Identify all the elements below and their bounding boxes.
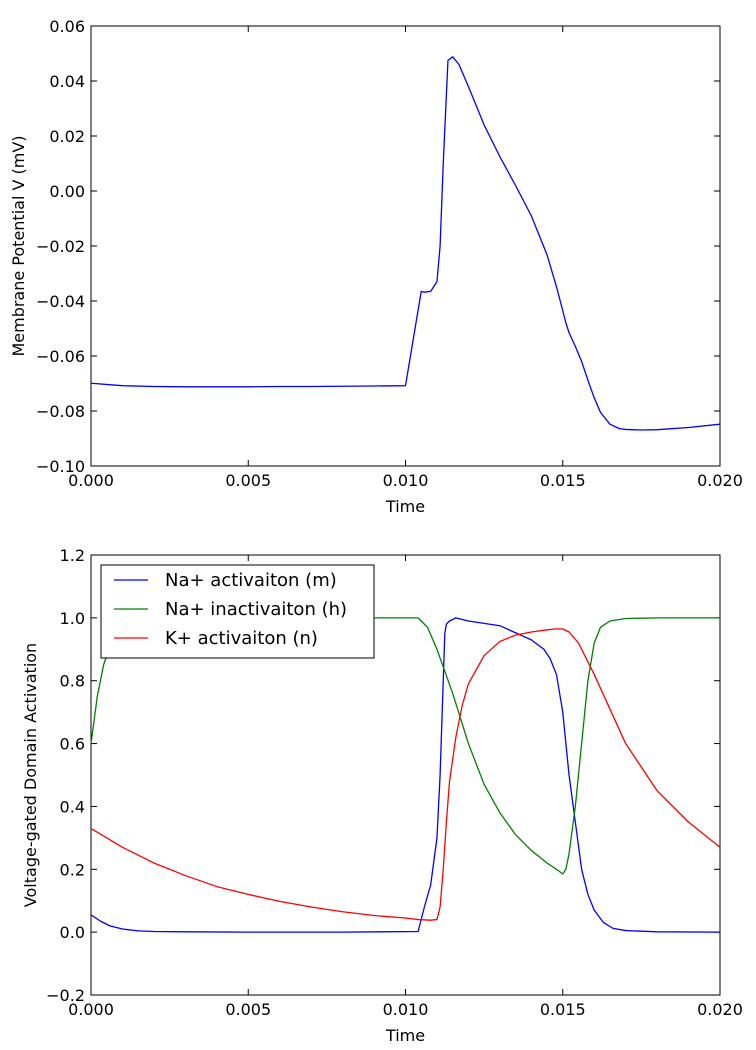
axis-ticks: 0.000 0.005 0.010 0.015 0.020 −0.2 0.0 0.2 0.4 0.… (46, 546, 743, 1019)
y-tick-label: 0.02 (49, 127, 85, 146)
y-tick-label: 1.2 (60, 546, 85, 565)
x-tick-label: 0.000 (68, 1000, 114, 1019)
y-tick-label: 0.00 (49, 182, 85, 201)
y-tick-label: 0.04 (49, 72, 85, 91)
x-tick-label: 0.010 (383, 1000, 429, 1019)
y-axis-label: Voltage-gated Domain Activation (21, 643, 40, 907)
y-axis-label: Membrane Potential V (mV) (9, 135, 28, 356)
series-line-0 (90, 617, 721, 933)
y-tick-label: 0.6 (60, 735, 85, 754)
chart-membrane-potential: 0.000 0.005 0.010 0.015 0.020 −0.10 −0.08 −0.06… (9, 17, 743, 516)
y-tick-label: 0.2 (60, 860, 85, 879)
chart-domain-activation: 0.000 0.005 0.010 0.015 0.020 −0.2 0.0 0.2 0.4 0.… (21, 546, 743, 1045)
y-tick-label: 0.4 (60, 797, 85, 816)
series-line-0 (90, 56, 721, 431)
y-tick-label: 1.0 (60, 609, 85, 628)
x-tick-label: 0.005 (225, 1000, 271, 1019)
series-line-2 (90, 628, 721, 921)
x-tick-label: 0.015 (540, 471, 586, 490)
plot-frame (90, 25, 721, 467)
y-tick-label: 0.8 (60, 672, 85, 691)
y-tick-label: −0.06 (36, 347, 85, 366)
x-tick-label: 0.010 (383, 471, 429, 490)
y-tick-label: 0.0 (60, 923, 85, 942)
x-tick-label: 0.005 (225, 471, 271, 490)
y-tick-label: −0.02 (36, 237, 85, 256)
y-tick-label: −0.04 (36, 292, 85, 311)
axis-ticks: 0.000 0.005 0.010 0.015 0.020 −0.10 −0.08 −0.06… (36, 17, 743, 490)
legend-label-n: K+ activaiton (n) (165, 628, 318, 649)
y-tick-label: 0.06 (49, 17, 85, 36)
y-tick-label: −0.10 (36, 457, 85, 476)
legend-label-h: Na+ inactivaiton (h) (165, 599, 347, 620)
x-tick-label: 0.020 (697, 471, 743, 490)
series-group (90, 56, 721, 431)
x-tick-label: 0.000 (68, 471, 114, 490)
y-tick-label: −0.08 (36, 402, 85, 421)
y-tick-label: −0.2 (46, 986, 85, 1005)
x-axis-label: Time (385, 497, 425, 516)
legend: Na+ activaiton (m) Na+ inactivaiton (h) … (100, 564, 375, 659)
legend-label-m: Na+ activaiton (m) (165, 570, 337, 591)
x-tick-label: 0.020 (697, 1000, 743, 1019)
x-tick-label: 0.015 (540, 1000, 586, 1019)
x-axis-label: Time (385, 1026, 425, 1045)
